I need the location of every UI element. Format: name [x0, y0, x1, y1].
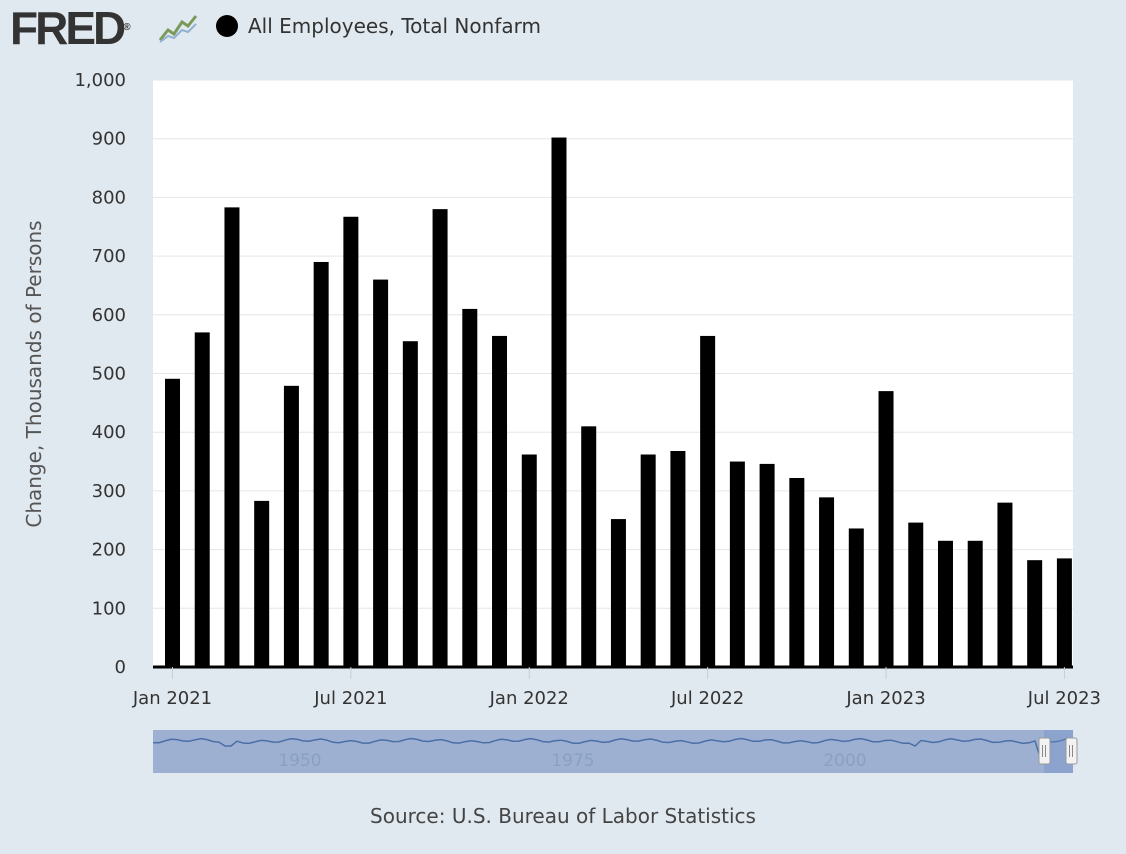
bar	[700, 335, 716, 667]
bar	[432, 209, 448, 667]
x-tick-label: Jan 2022	[489, 688, 569, 709]
y-tick-label: 800	[92, 187, 126, 208]
bar	[937, 540, 953, 667]
graph-icon	[158, 12, 198, 44]
chart: 0 100 200 300 400 500 600 700 800 900 1,000 Change,…	[22, 70, 1101, 773]
bar	[1027, 560, 1043, 667]
navigator-tick-label: 1975	[551, 751, 594, 771]
fred-logo[interactable]: FRED®	[10, 5, 131, 51]
y-axis-label: Change, Thousands of Persons	[22, 220, 46, 527]
navigator	[153, 730, 1073, 773]
bar	[640, 454, 656, 667]
bar	[343, 216, 359, 667]
bar	[878, 391, 894, 667]
x-tick-label: Jul 2023	[1027, 688, 1101, 709]
bar	[492, 335, 508, 667]
y-tick-label: 600	[92, 305, 126, 326]
bar	[165, 378, 180, 667]
x-tick-label: Jul 2021	[313, 688, 387, 709]
source-note: Source: U.S. Bureau of Labor Statistics	[370, 804, 756, 828]
navigator-tick-label: 2000	[823, 751, 866, 771]
bar	[521, 454, 537, 667]
x-tick-label: Jan 2021	[132, 688, 212, 709]
bar	[908, 522, 924, 667]
bar	[848, 528, 864, 667]
x-tick-label: Jul 2022	[670, 688, 744, 709]
bar	[967, 540, 983, 667]
bar	[610, 519, 626, 667]
bar	[462, 308, 478, 667]
y-tick-label: 700	[92, 246, 126, 267]
bar	[373, 279, 389, 667]
bar	[789, 477, 805, 667]
y-tick-label: 900	[92, 129, 126, 150]
navigator-tick-label: 1950	[278, 751, 321, 771]
y-tick-label: 300	[92, 481, 126, 502]
bar	[670, 450, 686, 667]
y-tick-label: 100	[92, 598, 126, 619]
y-tick-label: 200	[92, 540, 126, 561]
bar	[194, 332, 210, 667]
y-tick-label: 400	[92, 422, 126, 443]
navigator-series	[152, 737, 1072, 763]
fred-logo-reg: ®	[123, 22, 131, 33]
bar	[759, 463, 775, 667]
bar	[1056, 558, 1072, 667]
bar	[313, 261, 329, 667]
y-tick-label: 1,000	[74, 70, 126, 91]
bar	[997, 502, 1013, 667]
y-tick-label: 0	[115, 657, 126, 678]
legend-marker-icon	[216, 15, 238, 37]
legend: All Employees, Total Nonfarm	[216, 14, 541, 38]
x-tick-label: Jan 2023	[845, 688, 925, 709]
y-tick-label: 500	[92, 364, 126, 385]
bar	[729, 461, 745, 667]
bar	[402, 341, 418, 667]
bar	[254, 500, 270, 667]
bar	[283, 385, 299, 667]
legend-label: All Employees, Total Nonfarm	[248, 14, 541, 38]
bar	[581, 426, 597, 667]
fred-logo-text: FRED	[10, 2, 126, 54]
navigator-handle[interactable]	[1038, 737, 1051, 765]
navigator-handle[interactable]	[1065, 737, 1078, 765]
bar	[224, 207, 240, 667]
bar	[551, 137, 567, 667]
bar	[819, 497, 835, 667]
